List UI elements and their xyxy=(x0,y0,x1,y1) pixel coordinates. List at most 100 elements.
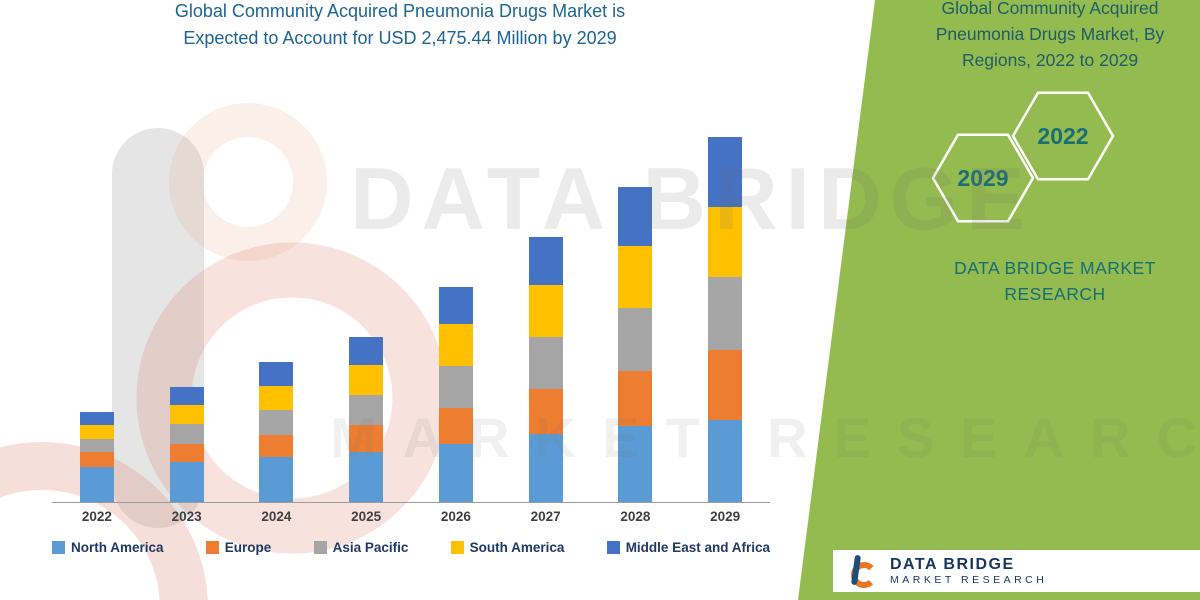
bar-segment-south-america xyxy=(708,206,743,277)
bar-slot-2027 xyxy=(501,118,591,502)
x-tick-2029: 2029 xyxy=(710,509,741,524)
bar-segment-europe xyxy=(169,443,204,462)
bar-2028 xyxy=(618,118,653,502)
bar-2026 xyxy=(438,118,473,502)
bar-segment-north-america xyxy=(79,467,114,502)
chart-title: Global Community Acquired Pneumonia Drug… xyxy=(60,0,740,52)
hexagon-2029-icon xyxy=(931,133,1035,223)
bar-segment-south-america xyxy=(438,323,473,366)
legend-swatch-north-america xyxy=(52,541,65,554)
legend-label-north-america: North America xyxy=(71,540,164,555)
side-panel-title: Global Community Acquired Pneumonia Drug… xyxy=(905,0,1195,73)
legend-label-middle-east-and-africa: Middle East and Africa xyxy=(625,540,770,555)
bar-segment-south-america xyxy=(618,245,653,308)
bar-segment-europe xyxy=(708,349,743,420)
side-panel xyxy=(798,0,1200,600)
bar-segment-north-america xyxy=(708,419,743,502)
side-panel-title-line1: Global Community Acquired xyxy=(941,0,1159,18)
bar-segment-asia-pacific xyxy=(708,276,743,350)
bar-segment-middle-east-and-africa xyxy=(79,411,114,425)
bar-segment-asia-pacific xyxy=(349,394,384,425)
bar-segment-asia-pacific xyxy=(528,336,563,389)
bar-segment-asia-pacific xyxy=(259,409,294,435)
bar-segment-north-america xyxy=(618,425,653,502)
legend-swatch-asia-pacific xyxy=(313,541,327,554)
bar-2027 xyxy=(528,118,563,502)
x-tick-2025: 2025 xyxy=(351,509,382,524)
footer-logo: DATA BRIDGE MARKET RESEARCH xyxy=(833,550,1200,592)
bar-segment-europe xyxy=(349,424,384,452)
bar-segment-south-america xyxy=(259,385,294,410)
bar-segment-europe xyxy=(618,370,653,426)
bar-segment-middle-east-and-africa xyxy=(708,136,743,207)
bar-segment-south-america xyxy=(528,284,563,337)
bar-segment-south-america xyxy=(169,404,204,424)
bar-2024 xyxy=(259,118,294,502)
plot-area xyxy=(52,118,770,503)
bar-segment-middle-east-and-africa xyxy=(438,286,473,324)
bar-segment-europe xyxy=(438,407,473,444)
footer-logo-line2: MARKET RESEARCH xyxy=(890,574,1048,586)
bar-slot-2023 xyxy=(142,118,232,502)
bar-segment-europe xyxy=(528,388,563,434)
x-tick-2024: 2024 xyxy=(261,509,292,524)
bar-slot-2026 xyxy=(411,118,501,502)
bar-segment-middle-east-and-africa xyxy=(618,186,653,246)
data-bridge-logo-icon xyxy=(851,555,877,588)
bar-2022 xyxy=(79,118,114,502)
bar-segment-south-america xyxy=(349,364,384,395)
bar-segment-asia-pacific xyxy=(79,438,114,452)
bar-segment-south-america xyxy=(79,424,114,439)
x-tick-2023: 2023 xyxy=(171,509,202,524)
legend-swatch-europe xyxy=(205,541,219,554)
bar-segment-middle-east-and-africa xyxy=(259,361,294,386)
bar-2025 xyxy=(349,118,384,502)
side-panel-brand-line1: DATA BRIDGE MARKET xyxy=(954,258,1156,278)
bar-2023 xyxy=(169,118,204,502)
background-logo-watermark-icon xyxy=(0,103,448,600)
hexagon-2022-label: 2022 xyxy=(1037,123,1088,149)
chart-title-line2: Expected to Account for USD 2,475.44 Mil… xyxy=(183,28,617,48)
bar-segment-north-america xyxy=(169,461,204,502)
bar-segment-middle-east-and-africa xyxy=(528,236,563,285)
bar-segment-europe xyxy=(79,451,114,467)
legend-label-asia-pacific: Asia Pacific xyxy=(332,540,409,555)
year-hexagons-icon: 2029 2022 xyxy=(931,91,1115,223)
chart-legend: North America Europe Asia Pacific South Ame… xyxy=(52,540,770,555)
bar-slot-2028 xyxy=(591,118,681,502)
bar-slot-2024 xyxy=(232,118,322,502)
legend-item-south-america: South America xyxy=(450,540,564,555)
bar-segment-north-america xyxy=(349,451,384,502)
bar-segment-north-america xyxy=(438,443,473,502)
legend-item-europe: Europe xyxy=(205,540,272,555)
side-panel-brand-line2: RESEARCH xyxy=(1004,284,1106,304)
hexagon-2022-icon xyxy=(1011,91,1115,181)
bar-segment-north-america xyxy=(259,456,294,502)
bar-segment-asia-pacific xyxy=(618,307,653,371)
x-axis-labels: 2022 2023 2024 2025 2026 2027 2028 2029 xyxy=(52,503,770,524)
x-tick-2022: 2022 xyxy=(81,509,112,524)
chart-title-line1: Global Community Acquired Pneumonia Drug… xyxy=(174,1,626,21)
bar-segment-europe xyxy=(259,434,294,457)
side-panel-brand: DATA BRIDGE MARKET RESEARCH xyxy=(920,255,1190,307)
x-tick-2027: 2027 xyxy=(530,509,561,524)
footer-logo-line1: DATA BRIDGE xyxy=(890,556,1015,573)
legend-swatch-middle-east-and-africa xyxy=(606,541,620,554)
x-tick-2028: 2028 xyxy=(620,509,651,524)
bar-segment-asia-pacific xyxy=(169,423,204,444)
bar-slot-2025 xyxy=(321,118,411,502)
stacked-bar-chart: 2022 2023 2024 2025 2026 2027 2028 2029 xyxy=(52,118,770,524)
bar-segment-asia-pacific xyxy=(438,365,473,408)
bar-segment-middle-east-and-africa xyxy=(349,336,384,365)
legend-swatch-south-america xyxy=(450,541,464,554)
side-panel-title-line3: Regions, 2022 to 2029 xyxy=(961,50,1139,70)
x-tick-2026: 2026 xyxy=(440,509,471,524)
bar-segment-middle-east-and-africa xyxy=(169,386,204,405)
side-panel-title-line2: Pneumonia Drugs Market, By xyxy=(935,24,1165,44)
legend-label-europe: Europe xyxy=(224,540,272,555)
footer-logo-text: DATA BRIDGE MARKET RESEARCH xyxy=(890,556,1047,586)
legend-item-asia-pacific: Asia Pacific xyxy=(313,540,409,555)
bar-slot-2029 xyxy=(680,118,770,502)
hexagon-2029-label: 2029 xyxy=(957,165,1008,191)
